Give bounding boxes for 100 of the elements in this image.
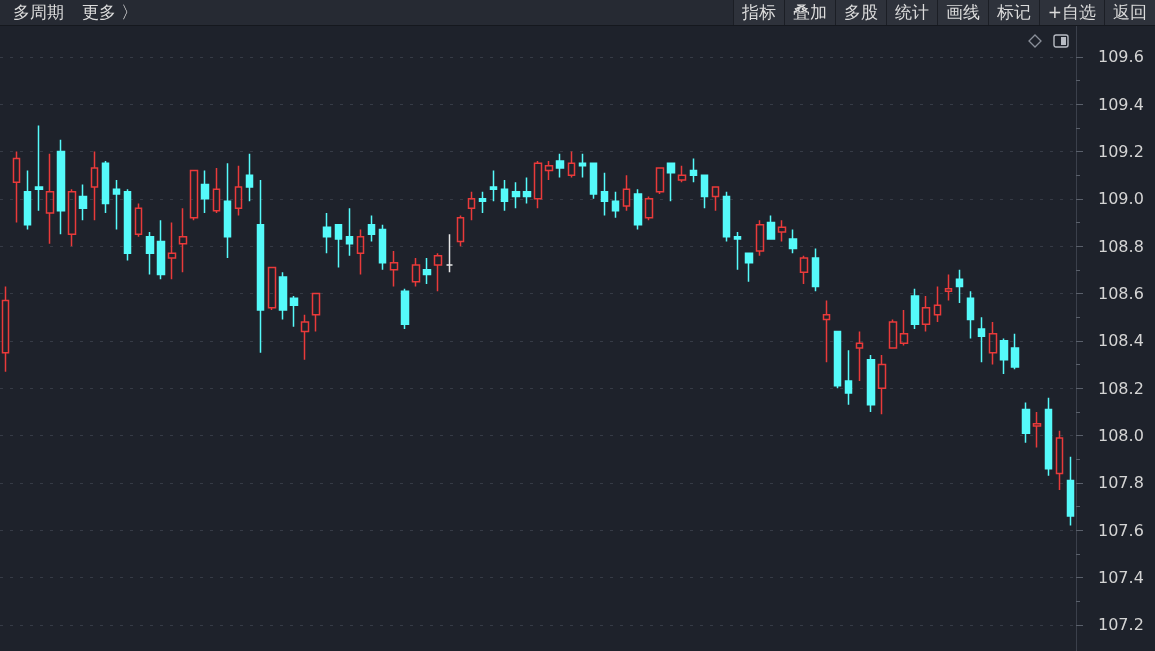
candlestick bbox=[212, 167, 221, 214]
y-tick-label: 109.2 bbox=[1098, 141, 1144, 161]
candlestick bbox=[977, 316, 986, 363]
candlestick bbox=[511, 181, 521, 210]
candlestick bbox=[278, 271, 288, 321]
candlestick bbox=[478, 190, 487, 214]
candlestick bbox=[689, 157, 698, 183]
candlestick bbox=[955, 269, 964, 304]
candlestick bbox=[178, 207, 188, 273]
candlestick bbox=[500, 179, 509, 212]
candlestick bbox=[200, 169, 210, 214]
y-tick-label: 109.4 bbox=[1098, 94, 1144, 114]
text: +自选 bbox=[1038, 0, 1104, 25]
candlestick bbox=[855, 330, 864, 382]
candlestick bbox=[755, 219, 765, 257]
y-tick-label: 108.8 bbox=[1098, 236, 1144, 256]
text: 多股 bbox=[834, 0, 886, 25]
y-tick-label: 107.8 bbox=[1098, 473, 1144, 493]
candlestick bbox=[777, 219, 787, 243]
candlestick bbox=[378, 224, 387, 271]
candlestick bbox=[56, 138, 66, 236]
candlestick bbox=[245, 153, 254, 202]
candlestick bbox=[156, 219, 166, 281]
candlestick bbox=[544, 160, 554, 181]
candlestick bbox=[533, 160, 543, 210]
text: 统计 bbox=[885, 0, 937, 25]
candlestick bbox=[389, 250, 399, 288]
candlestick bbox=[400, 288, 410, 330]
candlestick bbox=[788, 228, 798, 255]
candlestick bbox=[999, 337, 1009, 375]
candlestick bbox=[34, 124, 44, 212]
candlestick bbox=[300, 314, 310, 361]
y-tick-label: 107.2 bbox=[1098, 615, 1144, 635]
candlestick bbox=[877, 354, 887, 416]
candlestick bbox=[655, 167, 665, 195]
text: 指标 bbox=[732, 0, 784, 25]
candlestick bbox=[933, 285, 942, 323]
candlestick bbox=[289, 295, 299, 328]
candlestick bbox=[633, 188, 643, 231]
candlestick bbox=[866, 354, 876, 413]
candlestick bbox=[256, 179, 265, 354]
text: 更多 〉 bbox=[82, 1, 139, 24]
candlestick bbox=[744, 252, 754, 283]
y-tick-label: 108.2 bbox=[1098, 378, 1144, 398]
candlestick bbox=[910, 288, 920, 330]
candlestick bbox=[1055, 430, 1064, 491]
candlestick bbox=[223, 162, 232, 259]
candlestick bbox=[145, 231, 155, 276]
y-tick-label: 108.6 bbox=[1098, 284, 1144, 304]
candlestick bbox=[722, 190, 731, 243]
candlestick bbox=[433, 252, 443, 292]
candlestick bbox=[822, 299, 831, 363]
candlestick bbox=[1021, 401, 1031, 444]
candlestick bbox=[345, 207, 354, 257]
candlestick bbox=[600, 172, 609, 217]
candlestick bbox=[622, 174, 631, 212]
candlestick bbox=[567, 150, 576, 179]
candlestick bbox=[555, 153, 565, 179]
candlestick bbox=[489, 169, 498, 202]
candlestick bbox=[1032, 411, 1042, 449]
y-tick-label: 109.6 bbox=[1098, 47, 1144, 67]
text: 返回 bbox=[1104, 0, 1155, 25]
candlestick bbox=[134, 202, 143, 238]
candlestick bbox=[799, 254, 809, 285]
candlestick bbox=[12, 150, 21, 224]
candlestick bbox=[766, 214, 776, 240]
candlestick bbox=[921, 295, 931, 333]
y-tick-label: 108.4 bbox=[1098, 331, 1144, 351]
candlestick bbox=[334, 224, 343, 269]
y-tick-label: 109.0 bbox=[1098, 189, 1144, 209]
candlestick bbox=[966, 290, 975, 340]
candlestick bbox=[666, 162, 676, 202]
candlestick bbox=[422, 257, 432, 285]
text: 标记 bbox=[987, 0, 1039, 25]
candlestick bbox=[467, 190, 476, 221]
text: 叠加 bbox=[783, 0, 835, 25]
candlestick bbox=[45, 153, 55, 245]
candlestick bbox=[167, 221, 177, 281]
candlestick bbox=[711, 186, 720, 212]
candlestick bbox=[811, 247, 820, 292]
candlestick bbox=[112, 179, 121, 231]
candlestick bbox=[123, 188, 132, 262]
candlestick bbox=[445, 233, 454, 273]
candlestick bbox=[589, 162, 598, 200]
candlestick bbox=[677, 164, 687, 183]
candlestick bbox=[578, 153, 587, 179]
candlestick bbox=[23, 169, 32, 231]
candlestick bbox=[78, 183, 88, 221]
y-tick-label: 108.0 bbox=[1098, 426, 1144, 446]
candlestick bbox=[988, 321, 998, 366]
candlestick bbox=[888, 318, 898, 349]
candlestick bbox=[733, 231, 742, 271]
candlestick bbox=[356, 228, 365, 276]
candlestick bbox=[267, 266, 277, 311]
candlestick bbox=[644, 195, 654, 221]
candlestick bbox=[700, 174, 709, 210]
y-tick-label: 107.4 bbox=[1098, 568, 1144, 588]
candlestick bbox=[311, 292, 321, 333]
candlestick bbox=[522, 176, 532, 205]
candlestick bbox=[833, 330, 842, 389]
